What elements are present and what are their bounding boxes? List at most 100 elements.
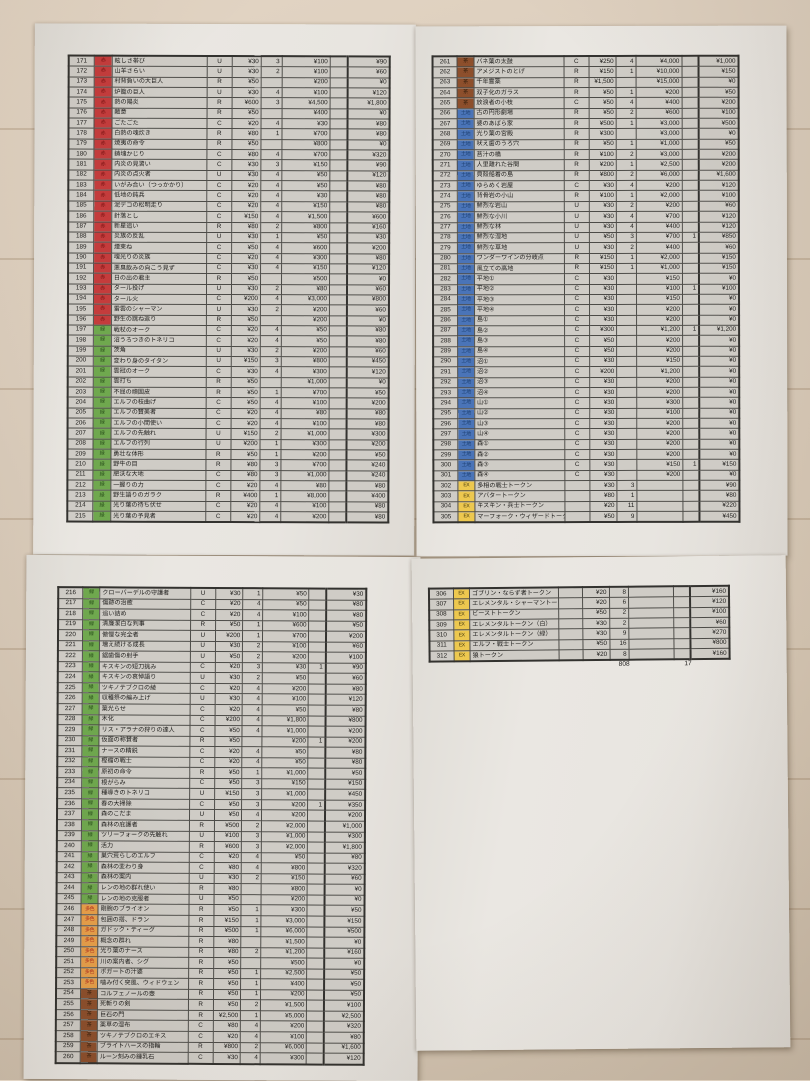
- cell-price: ¥30: [231, 346, 261, 357]
- cell-no: 193: [67, 283, 94, 294]
- cell-foil: [682, 273, 700, 284]
- totals-row: 808 17: [429, 660, 731, 673]
- cell-rarity: C: [189, 778, 215, 789]
- cell-ref: ¥1,500: [260, 1000, 307, 1011]
- cell-qty: 4: [616, 55, 636, 67]
- cell-total: ¥0: [699, 438, 740, 450]
- cell-ref: ¥700: [281, 149, 331, 161]
- cell-tag: 赤: [93, 242, 112, 253]
- cell-ref: ¥2,500: [260, 968, 308, 980]
- cell-qty: 1: [240, 968, 261, 979]
- cell-rarity: C: [564, 315, 590, 326]
- cell-name: コルフェノールの壺: [97, 988, 189, 1000]
- cell-price: ¥500: [213, 925, 242, 937]
- cell-price: ¥500: [588, 118, 617, 129]
- cell-price: ¥150: [214, 788, 242, 800]
- cell-foil: [307, 947, 325, 959]
- cell-price: ¥200: [231, 439, 261, 450]
- cell-qty: 3: [241, 831, 262, 842]
- cell-rarity: U: [189, 873, 214, 884]
- cell-ref: ¥1,200: [636, 325, 683, 336]
- cell-total: ¥60: [347, 284, 390, 295]
- cell-ref: ¥200: [261, 894, 308, 906]
- cell-qty: 4: [260, 397, 282, 409]
- cell-ref: ¥200: [636, 418, 683, 429]
- cell-name: 森林の庇護者: [98, 819, 190, 831]
- cell-name: 鮮烈な湿地: [474, 232, 565, 243]
- cell-tag: 緑: [82, 735, 100, 747]
- cell-tag: 赤: [93, 262, 112, 274]
- cell-name: 葉光らせ: [99, 703, 191, 715]
- cell-qty: 2: [260, 428, 281, 440]
- card-price-table-4: 306 EX ゴブリン・ならず者トークン ¥20 8 ¥160 307 EX エレメンタル・シャ…: [427, 584, 731, 664]
- cell-tag: 緑: [82, 587, 100, 599]
- cell-rarity: C: [206, 211, 232, 223]
- cell-total: ¥0: [699, 304, 740, 315]
- table-row: 287 土地 島② C ¥300 ¥1,200 1 ¥1,200: [433, 325, 740, 337]
- cell-name: 鮮烈な林: [474, 222, 565, 233]
- cell-price: ¥30: [231, 232, 261, 243]
- table-row: 266 土地 古の円形劇場 R ¥50 2 ¥600 ¥100: [432, 107, 739, 119]
- cell-name: 死斬りの剣: [97, 999, 189, 1011]
- cell-name: 鮮烈な草地: [474, 242, 565, 254]
- cell-total: ¥120: [325, 694, 366, 706]
- cell-name: 沼④: [474, 387, 565, 399]
- cell-tag: 緑: [82, 714, 100, 725]
- cell-qty: 3: [261, 97, 283, 109]
- table-row: 280 土地 ワンダーワインの分岐点 R ¥150 1 ¥2,000 ¥150: [432, 252, 739, 264]
- cell-name: 煙束ね: [111, 242, 207, 253]
- cell-foil: [307, 884, 325, 895]
- cell-total: ¥0: [699, 469, 740, 481]
- cell-qty: 1: [260, 449, 281, 461]
- cell-name: ツリーフォークの先触れ: [98, 830, 190, 842]
- table-row: 291 土地 沼② C ¥200 ¥1,200 ¥0: [433, 366, 740, 378]
- cell-total: ¥0: [699, 407, 740, 419]
- cell-rarity: C: [206, 180, 233, 191]
- cell-qty: [261, 139, 282, 150]
- cell-total: ¥120: [699, 221, 739, 233]
- cell-foil: [328, 470, 347, 481]
- cell-tag: 茶: [80, 1020, 98, 1031]
- cell-tag: 土地: [457, 129, 474, 140]
- cell-no: 200: [67, 355, 94, 367]
- cell-no: 298: [433, 439, 458, 450]
- cell-name: 木化: [99, 714, 191, 726]
- cell-no: 274: [432, 191, 458, 202]
- cell-total: ¥160: [689, 585, 730, 597]
- cell-qty: 4: [242, 746, 263, 758]
- cell-foil: [682, 149, 699, 160]
- cell-qty: 4: [241, 810, 262, 821]
- cell-foil: [329, 356, 347, 368]
- cell-rarity: U: [205, 356, 232, 367]
- cell-total: ¥80: [347, 181, 390, 192]
- cell-qty: 2: [260, 222, 282, 233]
- cell-price: ¥50: [589, 335, 617, 347]
- cell-foil: [329, 429, 347, 440]
- cell-price: ¥30: [232, 66, 262, 78]
- cell-tag: 緑: [81, 893, 99, 905]
- cell-rarity: C: [205, 501, 232, 512]
- cell-no: 308: [429, 609, 454, 621]
- cell-tag: 緑: [92, 511, 111, 523]
- cell-no: 312: [429, 650, 454, 663]
- cell-price: ¥80: [213, 862, 242, 874]
- cell-qty: 4: [241, 862, 262, 874]
- cell-tag: 茶: [457, 77, 474, 88]
- cell-rarity: U: [190, 641, 216, 652]
- cell-qty: 1: [240, 1010, 261, 1022]
- cell-ref: ¥100: [282, 87, 331, 99]
- cell-total: ¥0: [699, 376, 740, 388]
- cell-qty: 4: [261, 87, 283, 99]
- cell-total: ¥300: [324, 831, 365, 843]
- cell-foil: [682, 490, 700, 502]
- cell-name: 巨石の門: [97, 1009, 189, 1021]
- cell-tag: 緑: [93, 490, 111, 501]
- cell-total: ¥120: [347, 87, 390, 99]
- cell-total: ¥0: [324, 958, 365, 969]
- cell-ref: ¥2,000: [636, 190, 683, 202]
- cell-price: ¥50: [582, 639, 610, 650]
- cell-qty: [616, 315, 637, 326]
- cell-name: アバタートークン: [474, 491, 566, 502]
- cell-ref: ¥100: [282, 67, 331, 78]
- table-row: 297 土地 山④ C ¥30 ¥200 ¥0: [433, 428, 740, 440]
